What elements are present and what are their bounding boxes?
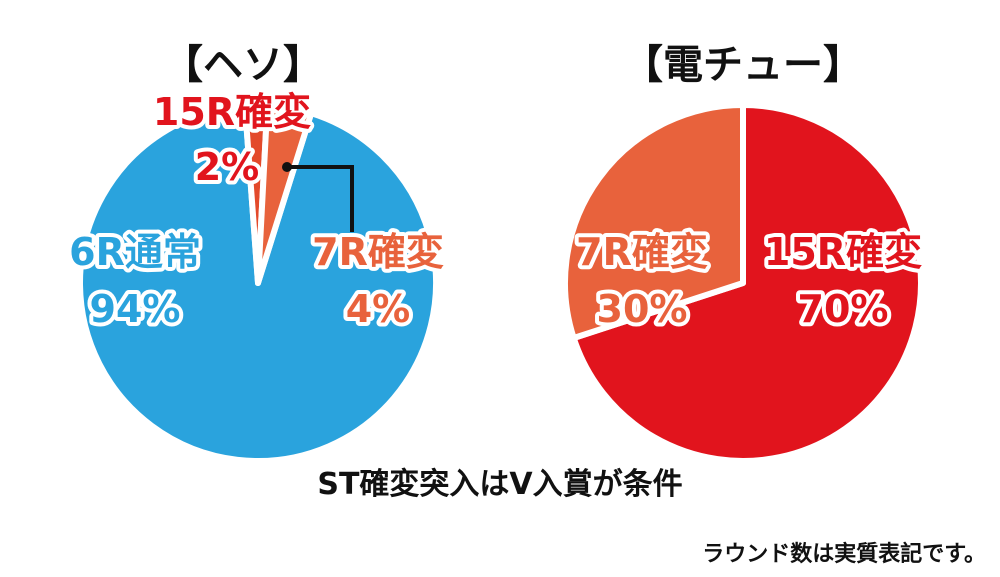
label-heso-6r-name: 6R通常 (69, 230, 201, 274)
leader-line (287, 165, 354, 232)
label-heso-15r-value: 2% (195, 145, 260, 189)
label-denchu-15r-name: 15R確変 (764, 230, 922, 274)
footnote: ラウンド数は実質表記です。 (702, 541, 986, 567)
slice-denchu-7r-kakuhen (562, 102, 746, 342)
slice-heso-7r-kakuhen (255, 102, 315, 286)
pie-denchu (562, 102, 924, 464)
leader-dot (282, 162, 292, 172)
label-heso-15r-name: 15R確変 (153, 90, 311, 134)
caption: ST確変突入はV入賞が条件 (317, 467, 682, 502)
pie-title-denchu: 【電チュー】 (623, 42, 863, 88)
label-denchu-7r-name: 7R確変 (576, 230, 708, 274)
label-denchu-7r-value: 30% (597, 287, 688, 331)
label-heso-7r-name: 7R確変 (312, 230, 444, 274)
pie-title-heso: 【ヘソ】 (163, 42, 323, 88)
label-heso-6r-value: 94% (90, 287, 181, 331)
label-heso-7r-value: 4% (346, 287, 411, 331)
label-denchu-15r-value: 70% (798, 287, 889, 331)
slice-denchu-15r-kakuhen (570, 102, 924, 464)
pie-heso (76, 102, 439, 464)
